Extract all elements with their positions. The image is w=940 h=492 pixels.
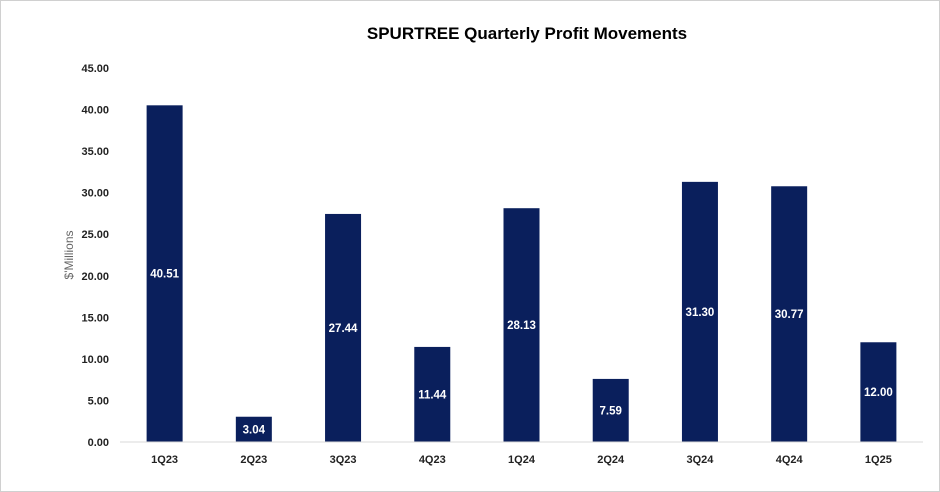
bar-1Q25: [860, 342, 897, 442]
data-label: 31.30: [686, 307, 715, 319]
x-tick-label: 3Q24: [686, 454, 714, 466]
data-label: 28.13: [507, 320, 536, 332]
chart-title: SPURTREE Quarterly Profit Movements: [367, 24, 687, 43]
bars: 40.51 3.04 27.44 11.44 28.13 7.59 31.30 30.77 12…: [146, 105, 897, 442]
bar-2Q24: [592, 378, 629, 442]
x-tick-label: 1Q25: [865, 454, 892, 466]
data-label: 7.59: [600, 405, 622, 417]
data-label: 12.00: [864, 387, 893, 399]
y-tick-label: 5.00: [88, 395, 109, 407]
data-label: 11.44: [418, 389, 447, 401]
x-tick-label: 3Q23: [330, 454, 357, 466]
y-tick-label: 25.00: [81, 229, 109, 241]
bar-2Q23: [235, 416, 272, 442]
y-axis-label: $'Millions: [62, 231, 76, 280]
bar-4Q24: [771, 186, 808, 442]
bar-3Q23: [325, 213, 362, 442]
y-tick-label: 0.00: [88, 437, 109, 449]
y-tick-label: 20.00: [81, 271, 109, 283]
y-tick-label: 30.00: [81, 188, 109, 200]
y-axis-ticks: 0.00 5.00 10.00 15.00 20.00 25.00 30.00 35.00 40…: [81, 63, 109, 449]
x-tick-label: 2Q23: [240, 454, 267, 466]
y-tick-label: 15.00: [81, 312, 109, 324]
x-tick-label: 4Q24: [776, 454, 804, 466]
bar-1Q24: [503, 208, 540, 442]
y-tick-label: 35.00: [81, 146, 109, 158]
x-tick-label: 4Q23: [419, 454, 446, 466]
y-tick-label: 45.00: [81, 63, 109, 75]
x-tick-label: 1Q24: [508, 454, 536, 466]
x-axis-ticks: 1Q23 2Q23 3Q23 4Q23 1Q24 2Q24 3Q24 4Q24 1Q25: [151, 454, 892, 466]
data-label: 30.77: [775, 309, 804, 321]
y-tick-label: 40.00: [81, 105, 109, 117]
y-tick-label: 10.00: [81, 354, 109, 366]
data-label: 40.51: [150, 269, 179, 281]
x-tick-label: 1Q23: [151, 454, 178, 466]
bar-3Q24: [681, 181, 718, 442]
bar-1Q23: [146, 105, 183, 442]
x-tick-label: 2Q24: [597, 454, 625, 466]
data-label: 3.04: [243, 424, 266, 436]
data-label: 27.44: [329, 323, 358, 335]
bar-4Q23: [414, 346, 451, 442]
